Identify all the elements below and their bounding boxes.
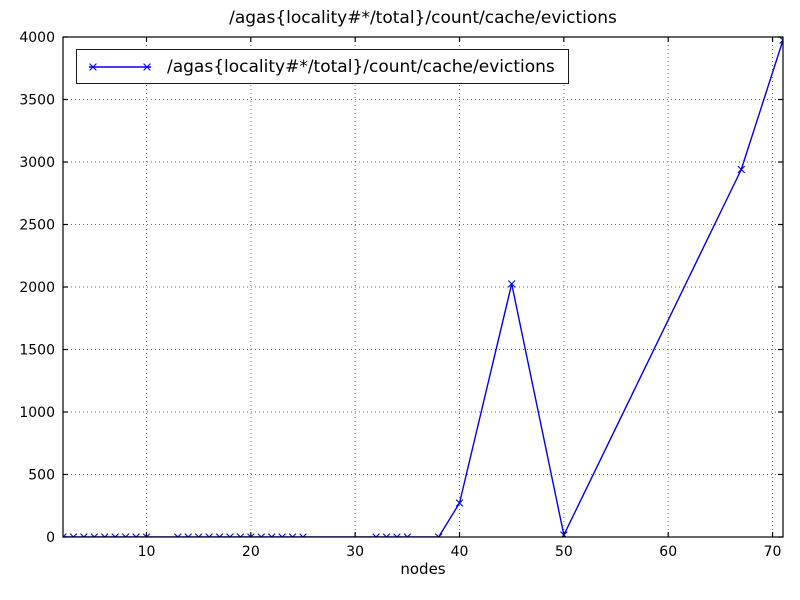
y-tick-label: 4000 bbox=[19, 30, 55, 46]
x-tick-label: 70 bbox=[764, 544, 782, 560]
y-tick-label: 500 bbox=[28, 468, 55, 484]
data-point-marker bbox=[455, 499, 464, 507]
legend-line-sample-icon bbox=[89, 62, 151, 71]
legend-label: /agas{locality#*/total}/count/cache/evic… bbox=[167, 56, 555, 77]
y-tick-label: 3500 bbox=[19, 93, 55, 109]
legend: /agas{locality#*/total}/count/cache/evic… bbox=[76, 49, 569, 84]
x-axis-label: nodes bbox=[400, 560, 446, 578]
y-tick-label: 1000 bbox=[19, 405, 55, 421]
y-tick-label: 2000 bbox=[19, 280, 55, 296]
x-tick-label: 40 bbox=[451, 544, 469, 560]
y-tick-label: 3000 bbox=[19, 155, 55, 171]
data-point-marker bbox=[737, 165, 746, 174]
x-tick-label: 30 bbox=[346, 544, 364, 560]
x-tick-label: 10 bbox=[138, 544, 156, 560]
y-tick-label: 0 bbox=[46, 530, 55, 546]
y-tick-label: 2500 bbox=[19, 218, 55, 234]
y-tick-label: 1500 bbox=[19, 343, 55, 359]
chart-title: /agas{locality#*/total}/count/cache/evic… bbox=[229, 8, 617, 28]
x-tick-label: 20 bbox=[242, 544, 260, 560]
legend-sample-marker bbox=[143, 62, 151, 71]
x-tick-label: 60 bbox=[659, 544, 677, 560]
legend-sample-marker bbox=[89, 62, 97, 71]
x-tick-label: 50 bbox=[555, 544, 573, 560]
data-point-marker bbox=[507, 280, 516, 288]
